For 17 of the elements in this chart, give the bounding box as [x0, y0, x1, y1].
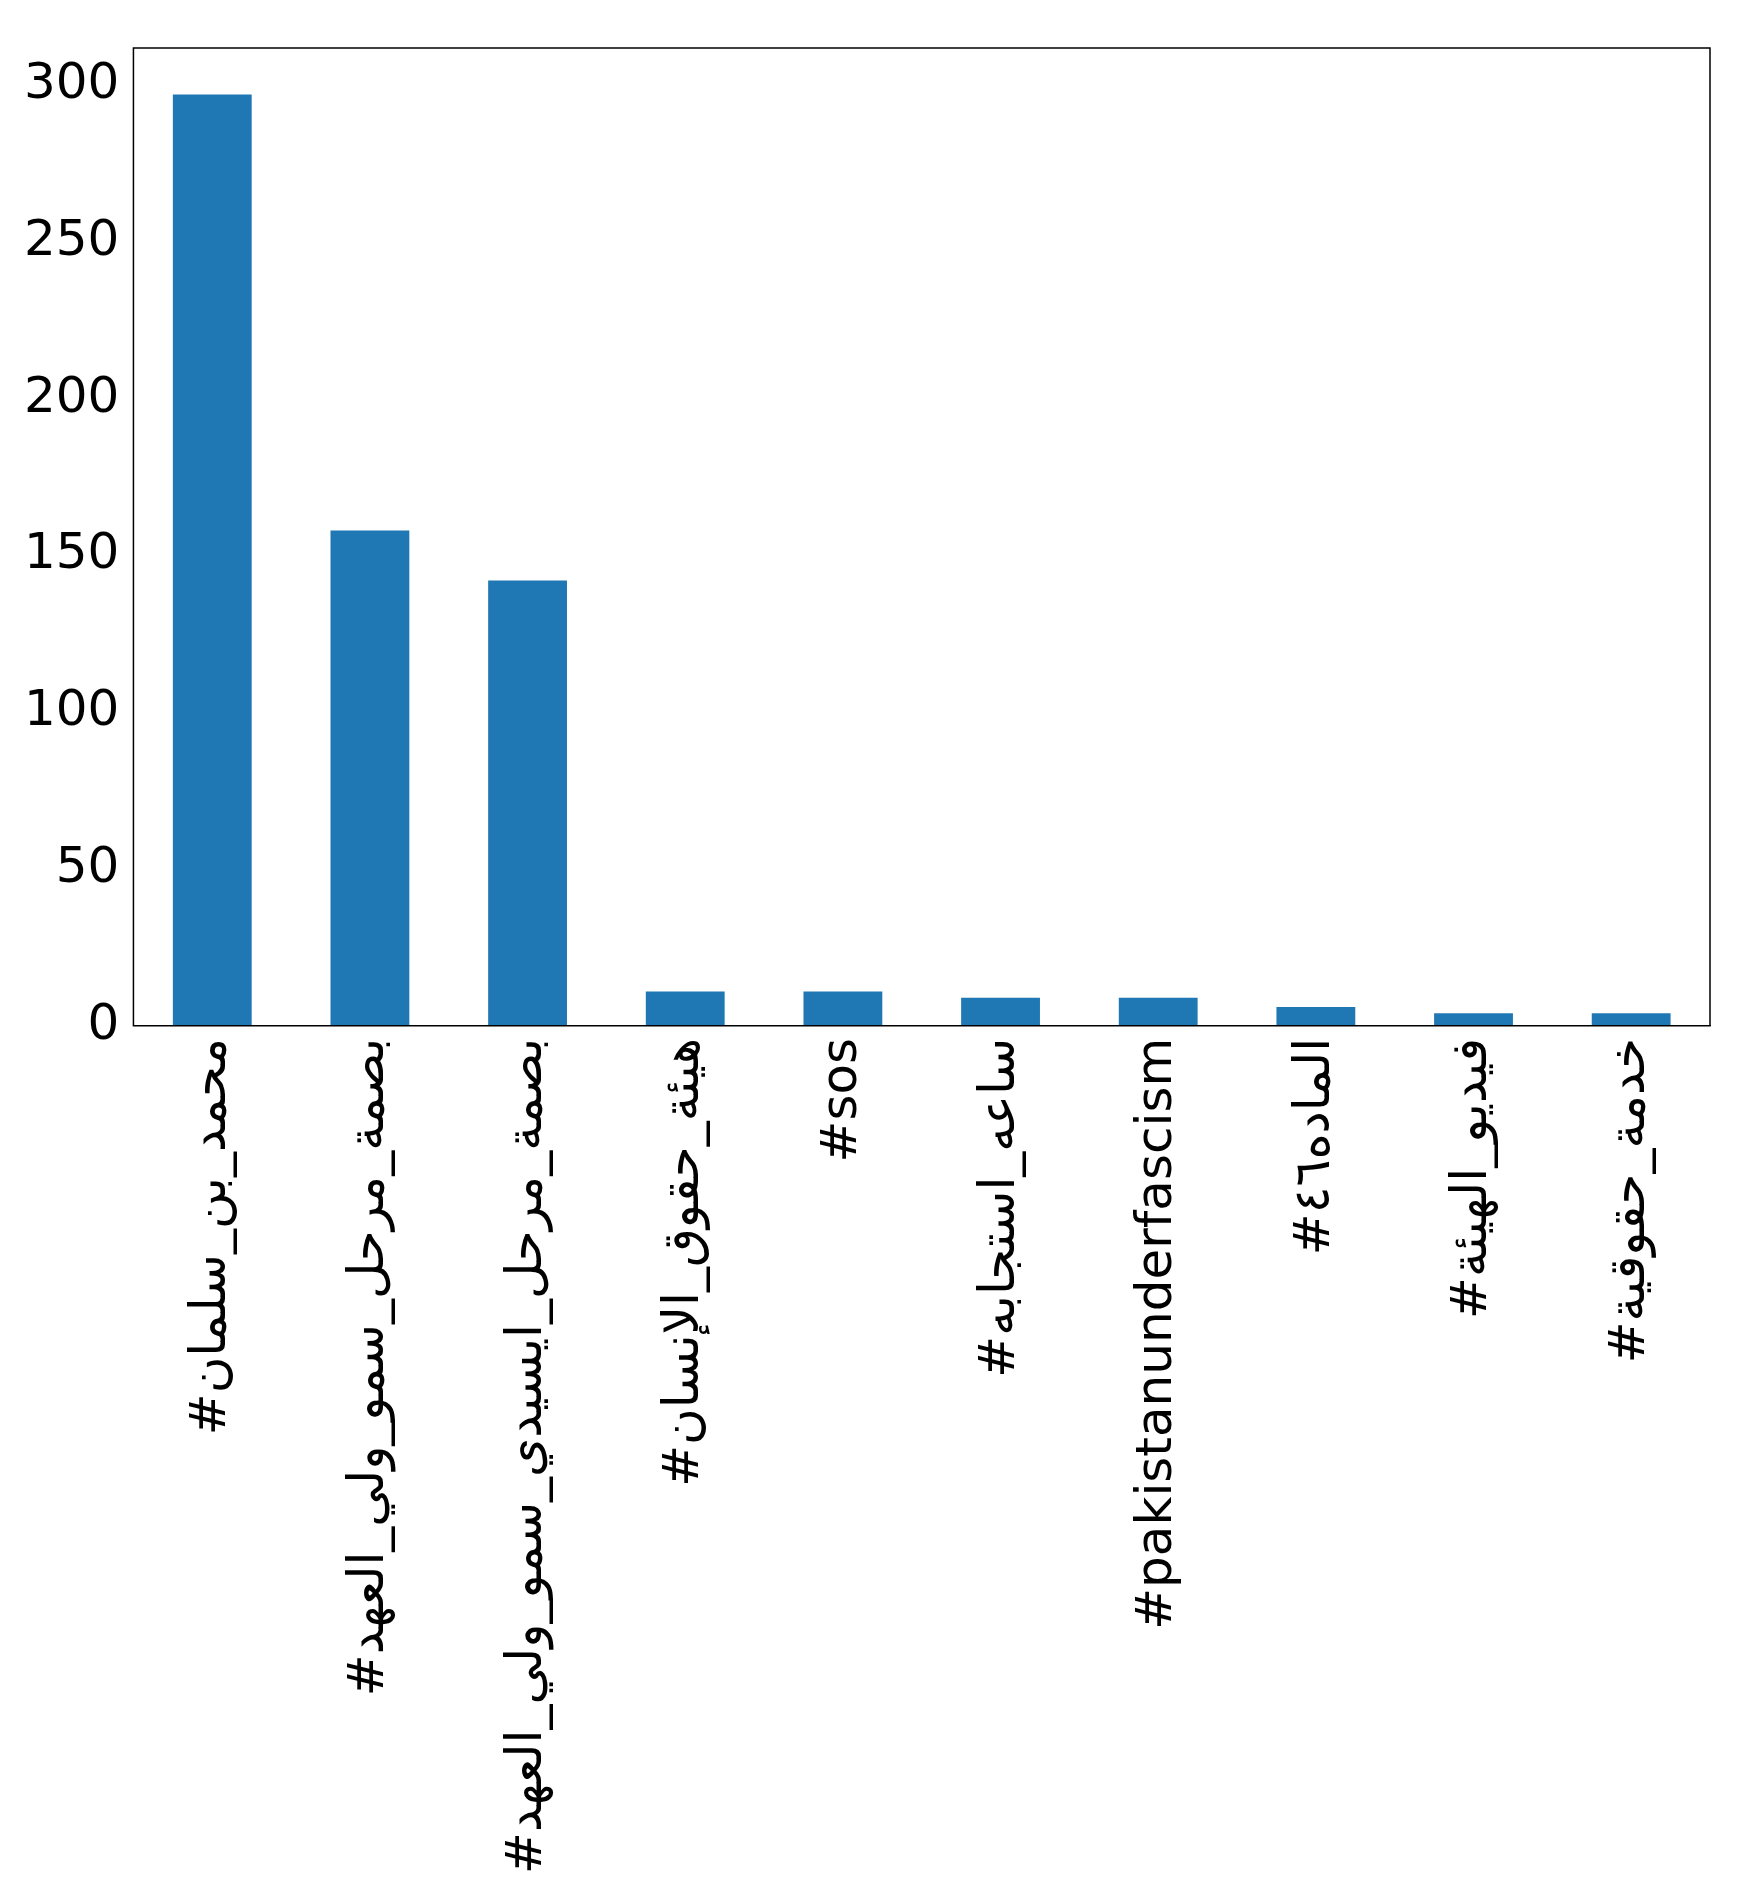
y-tick-label: 300	[24, 52, 120, 111]
x-tick-label: #فيديو_الهيئة	[1440, 1037, 1500, 1319]
x-tick-label: #هيئة_حقوق_الإنسان	[652, 1037, 711, 1487]
x-tick-label: #محمد_بن_سلمان	[179, 1037, 238, 1436]
y-tick-label: 50	[55, 836, 120, 895]
y-tick-label: 150	[24, 522, 120, 581]
y-tick-label: 200	[24, 365, 120, 424]
x-tick-label: #sos	[809, 1037, 868, 1163]
x-tick-label: #بصمة_مرحل_ايسيدي_سمو_ولي_العهد	[494, 1037, 554, 1875]
y-tick-label: 0	[87, 992, 120, 1051]
y-tick-label: 250	[24, 208, 120, 267]
x-tick-label: #pakistanunderfascism	[1125, 1037, 1184, 1630]
x-tick-label: #ساعه_استجابه	[967, 1037, 1026, 1378]
y-tick-label: 100	[24, 679, 120, 738]
x-tick-label: #الماده٤٦	[1282, 1037, 1341, 1256]
x-tick-label: #بصمة_مرحل_سمو_ولي_العهد	[336, 1037, 396, 1697]
x-tick-label: #خدمة_حقوقية	[1598, 1037, 1657, 1364]
